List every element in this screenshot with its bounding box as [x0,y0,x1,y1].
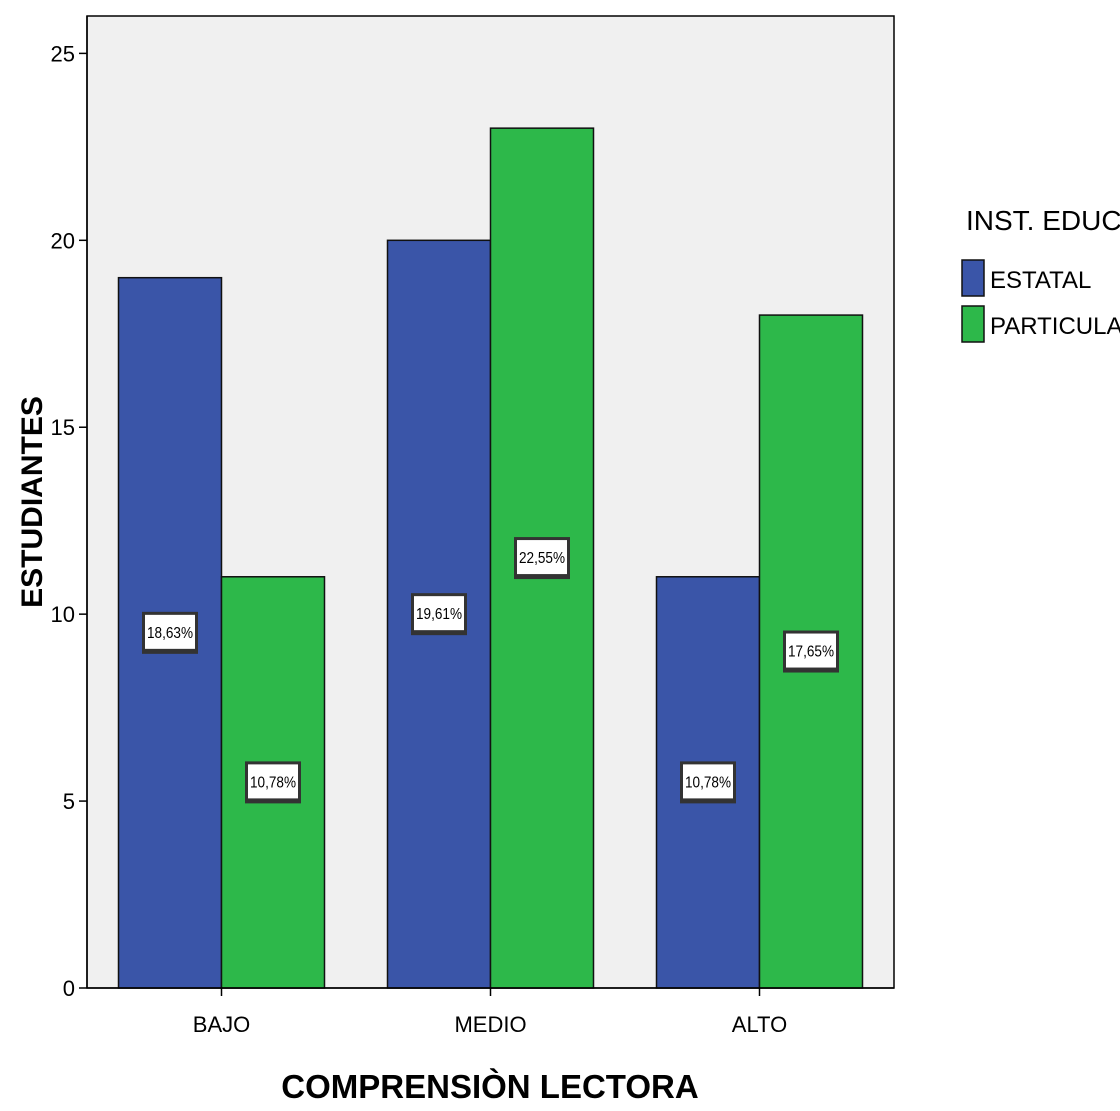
x-tick-label-medio: MEDIO [454,1012,526,1037]
data-label-text: 10,78% [685,774,731,791]
data-label-text: 17,65% [788,644,834,661]
data-label-text: 19,61% [416,606,462,623]
legend-title: INST. EDUC [966,205,1120,236]
y-tick-label: 25 [51,41,75,66]
data-label-box [414,596,464,631]
x-axis-title: COMPRENSIÒN LECTORA [281,1068,698,1105]
data-label-particular-alto: 17,65% [783,630,839,673]
data-label-text: 10,78% [250,774,296,791]
data-label-particular-medio: 22,55% [514,537,570,580]
data-label-box [683,764,733,799]
y-tick-label: 15 [51,415,75,440]
x-tick-label-alto: ALTO [732,1012,787,1037]
x-tick-label-bajo: BAJO [193,1012,250,1037]
y-tick-label: 20 [51,228,75,253]
data-label-text: 18,63% [147,625,193,642]
y-tick-label: 10 [51,602,75,627]
data-label-text: 22,55% [519,550,565,567]
data-label-box [517,540,567,575]
data-label-estatal-bajo: 18,63% [142,611,198,654]
legend: INST. EDUC ESTATAL PARTICULAR [961,205,1120,343]
data-label-estatal-medio: 19,61% [411,593,467,636]
legend-swatch-estatal [961,259,985,297]
y-tick-label: 5 [63,789,75,814]
data-label-box [145,614,195,649]
data-label-box [248,764,298,799]
data-label-estatal-alto: 10,78% [680,761,736,804]
legend-swatch-particular [961,305,985,343]
data-label-box [786,633,836,668]
data-label-particular-bajo: 10,78% [245,761,301,804]
legend-label-estatal: ESTATAL [990,267,1091,294]
y-axis-title: ESTUDIANTES [16,396,49,608]
y-tick-label: 0 [63,976,75,1001]
legend-label-particular: PARTICULAR [990,313,1120,340]
